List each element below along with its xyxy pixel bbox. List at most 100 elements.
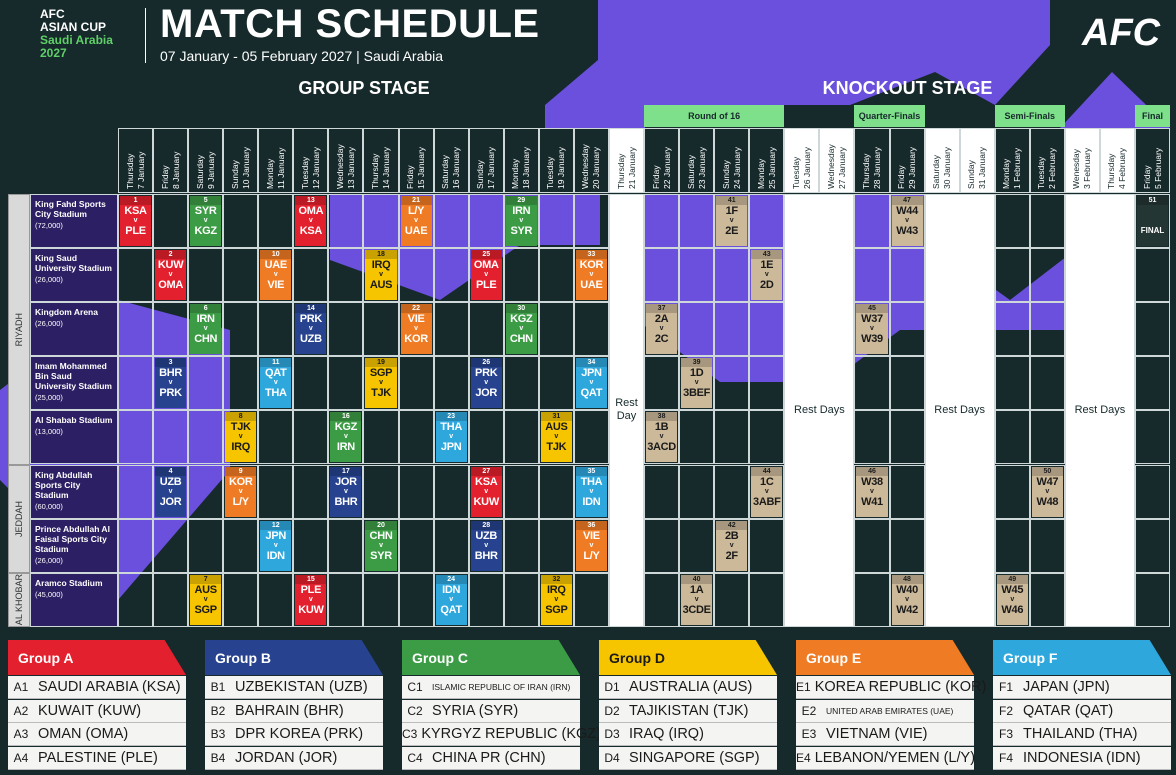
team-home: 1C xyxy=(760,475,774,488)
date: 3 February xyxy=(1082,147,1093,189)
versus: v xyxy=(519,325,524,333)
grid-cell xyxy=(118,464,154,519)
versus: v xyxy=(133,217,138,224)
match-cell: 47 W44 v W43 xyxy=(891,196,923,247)
match-number: 3 xyxy=(155,358,187,368)
match-cell: 33 KOR v UAE xyxy=(575,250,607,301)
match-number: 19 xyxy=(365,358,397,368)
match-number: 1 xyxy=(120,196,152,205)
team-home: KOR xyxy=(579,259,604,272)
team-home: JPN xyxy=(265,529,287,542)
grid-cell xyxy=(328,302,364,357)
venue-capacity: (26,000) xyxy=(35,319,63,329)
grid-cell xyxy=(328,464,364,519)
grid-cell xyxy=(153,410,189,465)
team-name: CHINA PR (CHN) xyxy=(432,749,546,766)
team-away: IDN xyxy=(582,495,601,508)
team-row: C4 CHINA PR (CHN) xyxy=(402,746,580,770)
day-header: Thursday 21 January xyxy=(608,128,645,193)
team-home: KGZ xyxy=(334,421,358,434)
versus: v xyxy=(379,271,383,279)
date: 8 January xyxy=(170,151,181,189)
team-away: THA xyxy=(264,387,287,400)
grid-cell xyxy=(153,464,189,519)
grid-cell xyxy=(538,194,574,249)
group-header: Group A xyxy=(8,640,186,675)
team-away: KSA xyxy=(299,225,323,237)
grid-cell xyxy=(188,572,224,627)
match-number: 38 xyxy=(646,412,678,422)
grid-cell xyxy=(889,464,925,519)
grid-cell xyxy=(538,248,574,303)
match-cell: 20 CHN v SYR xyxy=(365,520,397,571)
versus: v xyxy=(484,271,489,279)
grid-cell xyxy=(994,248,1030,303)
grid-cell xyxy=(223,464,259,519)
rest-label: Rest Day xyxy=(615,397,638,423)
team-away: W48 xyxy=(1036,495,1059,508)
grid-cell xyxy=(118,518,154,573)
grid-cell xyxy=(714,194,750,249)
day-text: Wednesday 27 January xyxy=(826,129,848,192)
day-header: Sunday 31 January xyxy=(959,128,995,193)
grid-cell xyxy=(258,464,294,519)
grid-cell xyxy=(293,248,329,303)
match-cell: 26 PRK v JOR xyxy=(470,358,502,409)
rest-label: Rest Days xyxy=(794,403,845,416)
day-header: Saturday 30 January xyxy=(924,128,960,193)
versus: v xyxy=(519,217,524,224)
team-home: IRQ xyxy=(371,259,391,272)
grid-cell xyxy=(258,356,294,411)
grid-cell xyxy=(468,572,504,627)
grid-cell xyxy=(468,518,504,573)
grid-cell xyxy=(223,410,259,465)
team-name: KYRGYZ REPUBLIC (KGZ) xyxy=(421,726,602,742)
versus: v xyxy=(905,217,910,224)
team-row: B3 DPR KOREA (PRK) xyxy=(205,723,383,746)
date: 31 January xyxy=(977,146,988,189)
team-home: OMA xyxy=(473,259,499,272)
date: 12 January xyxy=(310,146,321,189)
versus: v xyxy=(589,271,594,279)
team-row: F2 QATAR (QAT) xyxy=(993,699,1171,723)
team-row: C3 KYRGYZ REPUBLIC (KGZ) xyxy=(402,723,601,746)
grid-cell xyxy=(153,194,189,249)
match-number: 25 xyxy=(470,250,502,260)
match-cell: 6 IRN v CHN xyxy=(190,304,222,355)
day-text: Saturday 9 January xyxy=(195,129,217,192)
grid-cell xyxy=(153,356,189,411)
grid-cell xyxy=(468,248,504,303)
day-text: Thursday 14 January xyxy=(370,129,392,192)
venue-cell: Imam Mohammed Bin Saud University Stadiu… xyxy=(30,356,118,411)
city-name: JEDDAH xyxy=(14,500,24,537)
versus: v xyxy=(764,487,769,495)
team-code: D4 xyxy=(604,750,620,765)
grid-cell xyxy=(293,464,329,519)
match-cell: 19 SGP v TJK xyxy=(365,358,397,409)
day-text: Friday 29 January xyxy=(896,129,918,192)
venue-name: King Saud University Stadium xyxy=(35,253,112,274)
team-home: PRK xyxy=(299,313,323,326)
grid-cell xyxy=(223,302,259,357)
team-away: IRN xyxy=(336,441,355,454)
weekday: Tuesday xyxy=(299,156,310,189)
grid-cell xyxy=(644,302,680,357)
versus: v xyxy=(729,541,734,549)
date: 5 February xyxy=(1152,147,1163,189)
page-title: MATCH SCHEDULE xyxy=(160,2,540,46)
grid-cell xyxy=(153,572,189,627)
weekday: Wednesday xyxy=(580,144,591,189)
grid-cell xyxy=(1135,302,1171,357)
team-name: SYRIA (SYR) xyxy=(432,702,519,719)
team-row: D3 IRAQ (IRQ) xyxy=(599,723,777,746)
team-code: D3 xyxy=(604,727,620,741)
match-number: 33 xyxy=(575,250,607,260)
grid-cell xyxy=(714,572,750,627)
team-name: ISLAMIC REPUBLIC OF IRAN (IRN) xyxy=(432,682,571,692)
match-number: 24 xyxy=(435,574,467,584)
team-away: BHR xyxy=(474,549,498,562)
venue-cell: Prince Abdullah Al Faisal Sports City St… xyxy=(30,518,118,573)
team-code: A3 xyxy=(13,727,29,741)
stage-label: GROUP STAGE xyxy=(298,78,430,98)
